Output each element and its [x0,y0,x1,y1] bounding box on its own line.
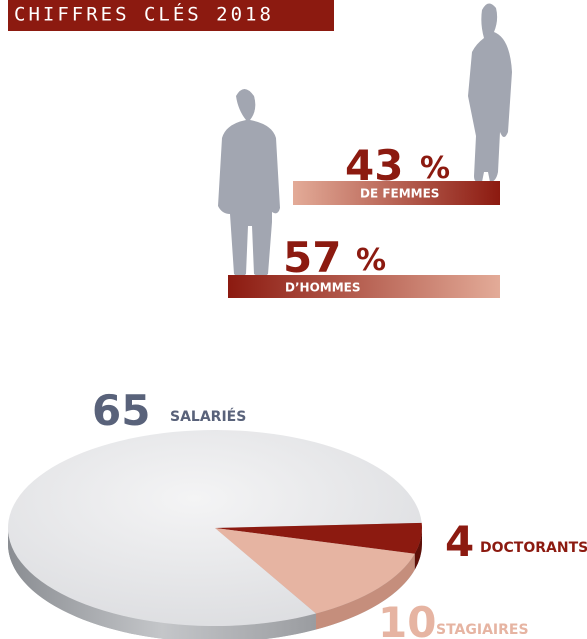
title: CHIFFRES CLÉS 2018 [14,3,274,26]
pie-slice [7,430,422,626]
men-number: 57 [283,233,341,282]
women-label: DE FEMMES [360,187,439,201]
category-label: DOCTORANTS [480,540,587,556]
pie-side [414,528,422,570]
pie-side [8,528,316,639]
pie-side [315,553,415,630]
women-bar [293,181,500,205]
pie-slice [215,528,415,614]
woman-silhouette [468,3,512,183]
title-box [8,0,334,31]
man-silhouette [218,89,280,277]
pie-slice [215,522,422,554]
value-label: 4 [445,517,474,566]
men-bar [228,275,500,298]
men-label: D’HOMMES [285,281,361,295]
women-number: 43 [345,141,403,190]
women-unit: % [420,151,450,186]
category-label: STAGIAIRES [436,622,529,638]
men-unit: % [356,243,386,278]
category-label: SALARIÉS [170,408,246,425]
value-label: 65 [92,386,150,435]
value-label: 10 [378,598,436,639]
